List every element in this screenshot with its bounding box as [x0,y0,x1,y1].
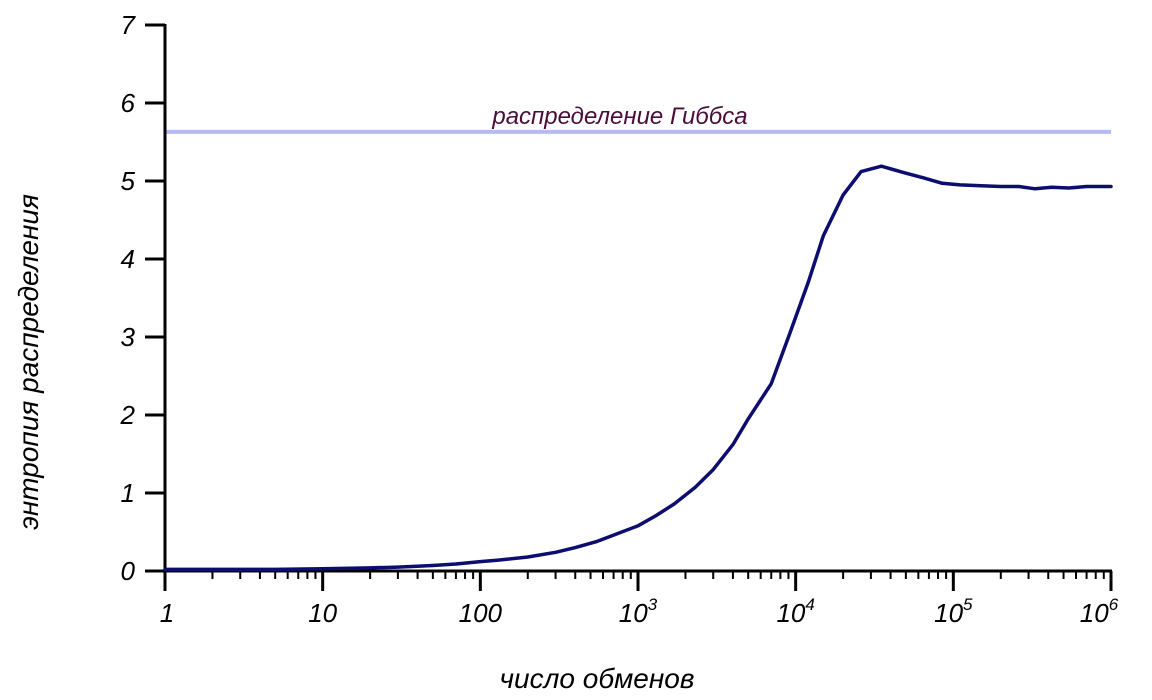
x-tick-label: 1 [160,598,174,628]
x-tick-label: 104 [776,595,814,628]
y-tick-label: 0 [121,556,136,586]
x-tick-label: 100 [459,598,503,628]
reference-layer: распределение Гиббса [165,103,1111,134]
x-axis-label: число обменов [500,663,695,694]
entropy-series-line [163,164,1113,572]
y-tick-label: 2 [120,400,136,430]
y-tick-label: 7 [121,10,137,40]
y-tick-label: 4 [121,244,135,274]
gibbs-reference-label: распределение Гиббса [491,103,747,130]
y-tick-label: 6 [121,88,136,118]
series-layer [163,164,1113,572]
y-axis-label: энтропия распределения [13,194,44,530]
x-tick-label: 106 [1080,595,1119,628]
y-tick-label: 3 [121,322,136,352]
y-tick-label: 1 [121,478,135,508]
y-tick-label: 5 [121,166,136,196]
x-tick-label: 105 [934,595,973,628]
x-tick-label: 103 [619,595,658,628]
x-tick-label: 10 [308,598,337,628]
